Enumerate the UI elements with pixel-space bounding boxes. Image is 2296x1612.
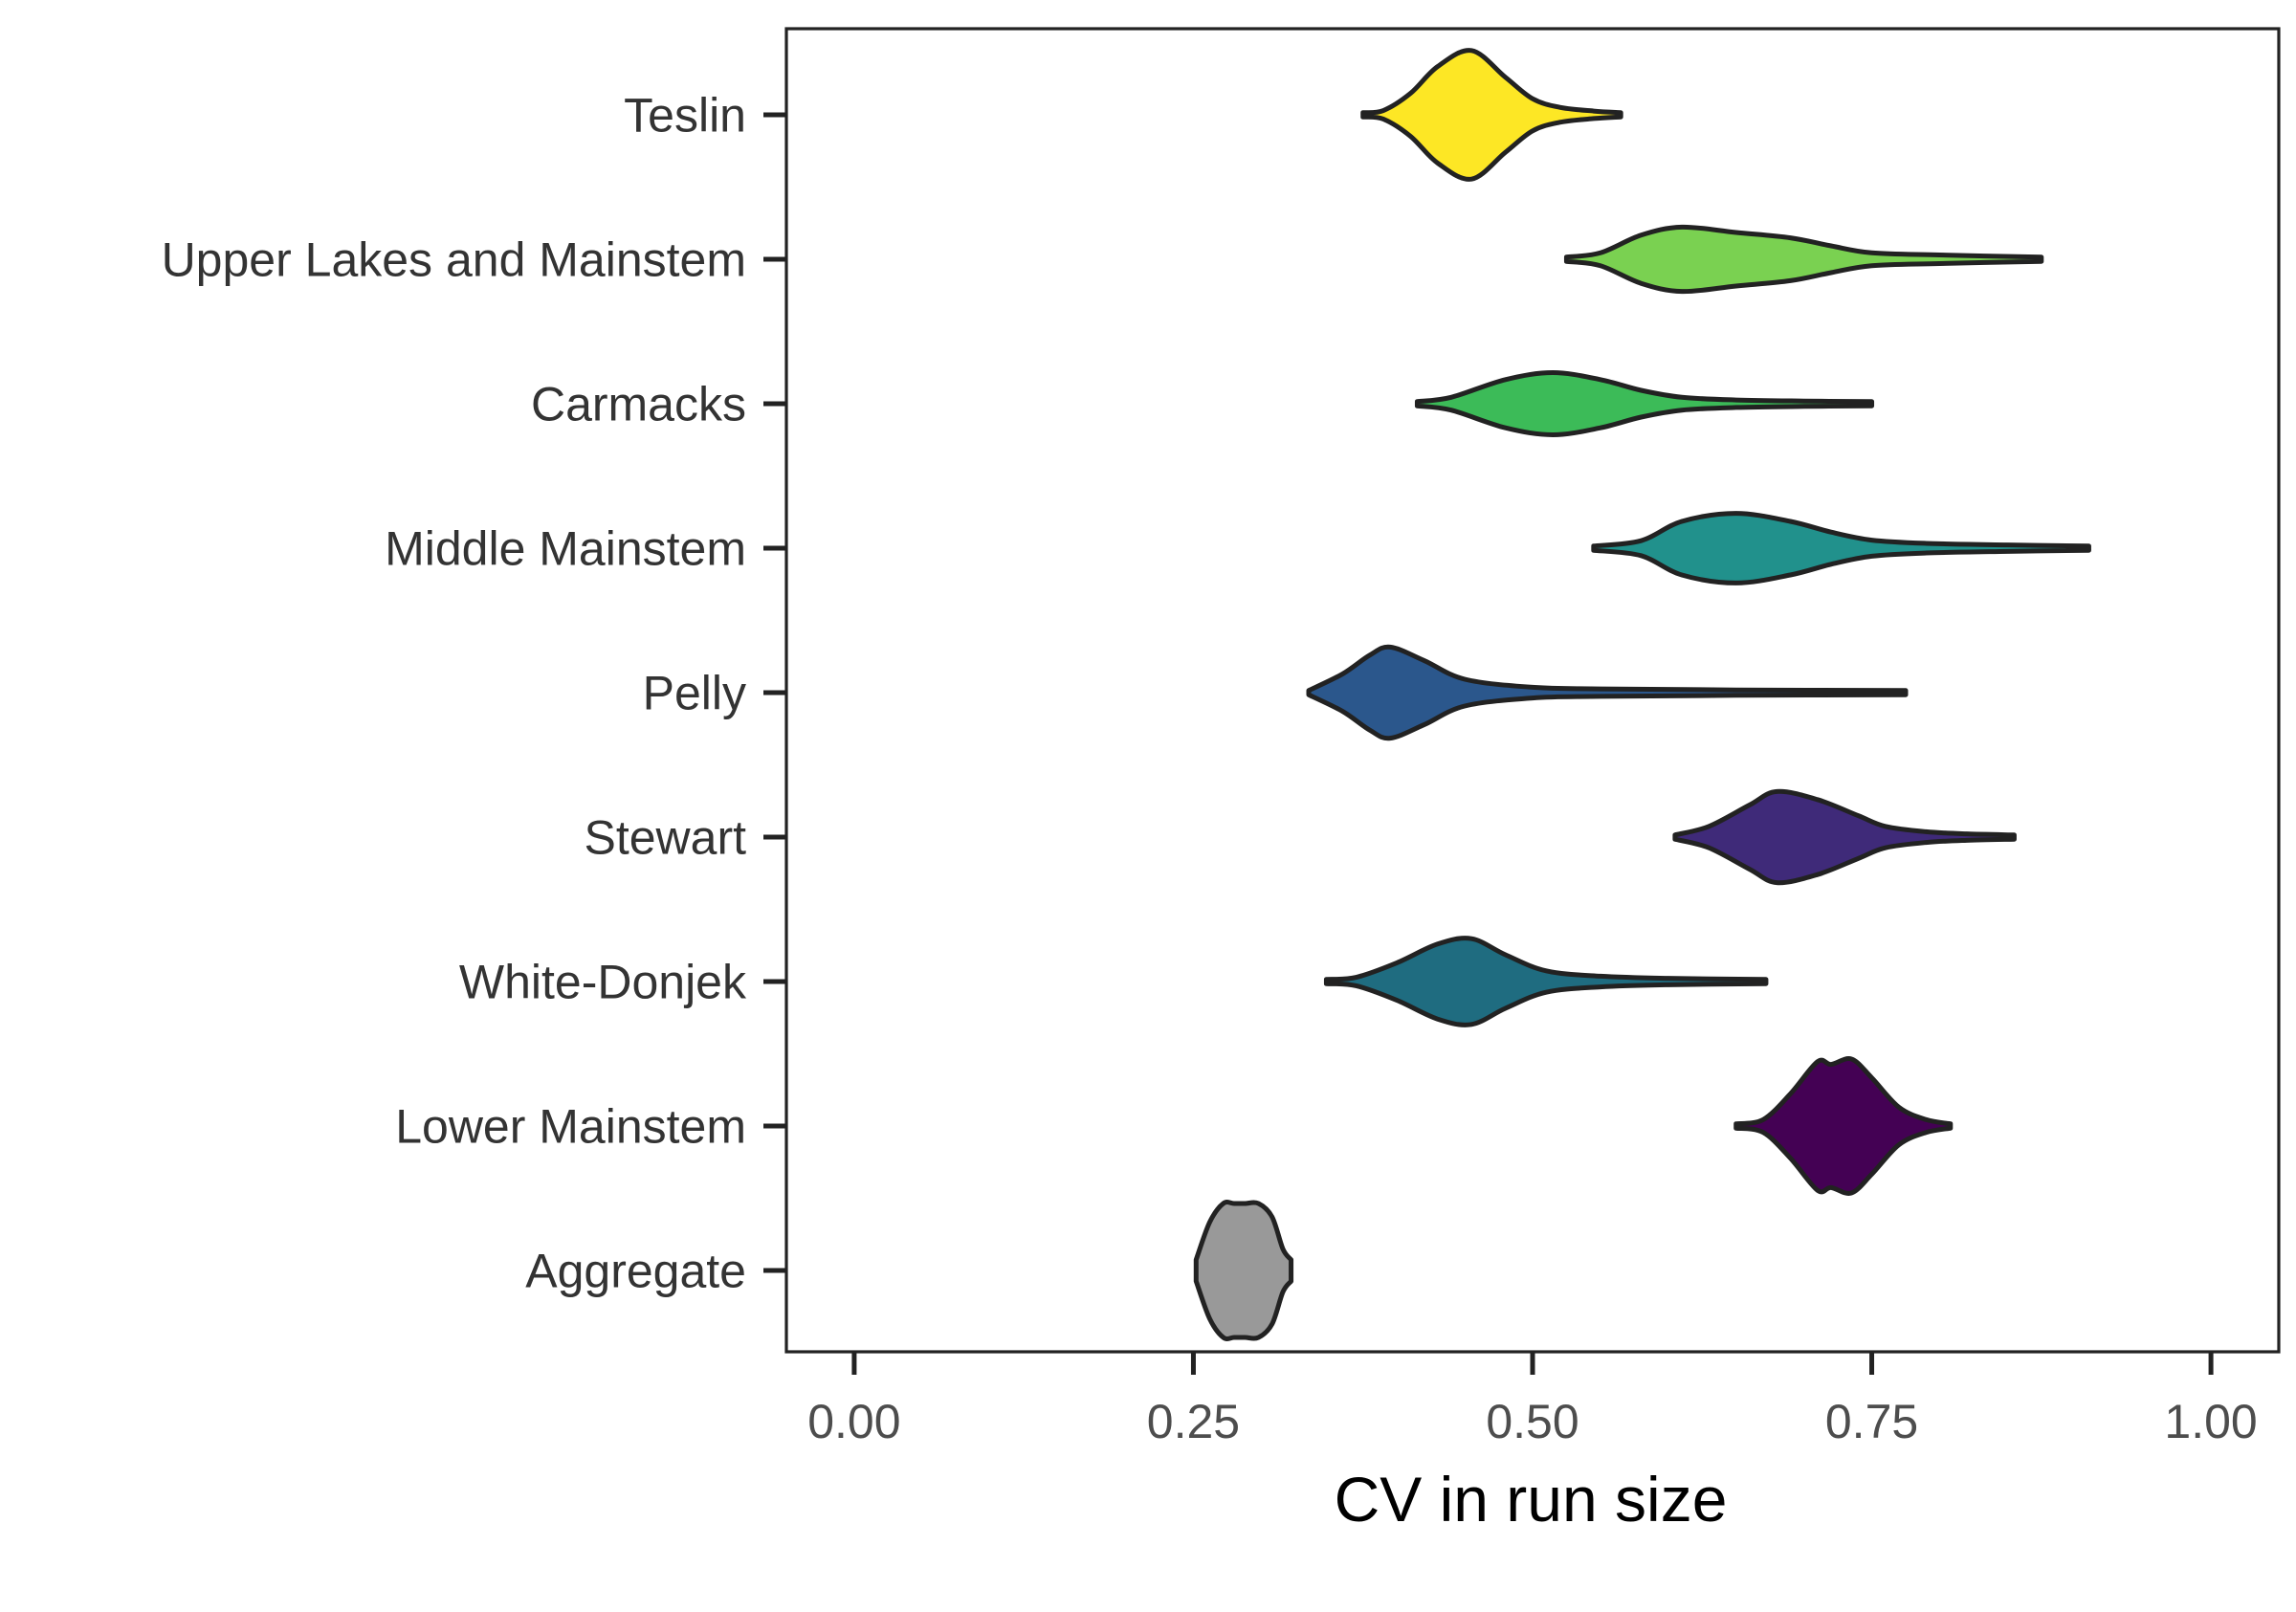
y-axis: Teslin Upper Lakes and Mainstem Carmacks Mi…	[162, 89, 786, 1298]
x-tick-label-1: 0.25	[1147, 1395, 1240, 1448]
violin-teslin	[1360, 48, 1623, 182]
y-tick-label-pelly: Pelly	[643, 667, 746, 720]
x-tick-label-4: 1.00	[2164, 1395, 2257, 1448]
violin-middle-mainstem	[1591, 511, 2091, 585]
y-tick-label-stewart: Stewart	[584, 811, 746, 865]
violin-carmacks	[1414, 370, 1875, 437]
violin-white-donjek	[1323, 936, 1769, 1027]
violins-group	[1193, 48, 2091, 1341]
x-axis: 0.00 0.25 0.50 0.75 1.00	[807, 1352, 2258, 1448]
violin-upper-lakes-and-mainstem	[1563, 224, 2044, 295]
x-tick-label-0: 0.00	[807, 1395, 900, 1448]
y-tick-label-teslin: Teslin	[624, 89, 746, 143]
y-tick-label-upper-lakes-and-mainstem: Upper Lakes and Mainstem	[162, 233, 746, 287]
violin-lower-mainstem	[1733, 1056, 1954, 1196]
y-tick-label-white-donjek: White-Donjek	[459, 956, 747, 1009]
y-tick-label-lower-mainstem: Lower Mainstem	[395, 1100, 746, 1154]
x-axis-title: CV in run size	[1335, 1464, 1728, 1535]
violin-aggregate	[1193, 1200, 1294, 1341]
violin-stewart	[1672, 788, 2017, 886]
x-tick-label-2: 0.50	[1486, 1395, 1578, 1448]
y-tick-label-aggregate: Aggregate	[525, 1245, 746, 1298]
x-tick-label-3: 0.75	[1825, 1395, 1918, 1448]
y-tick-label-carmacks: Carmacks	[531, 378, 746, 431]
y-tick-label-middle-mainstem: Middle Mainstem	[385, 522, 746, 576]
violin-pelly	[1306, 644, 1909, 741]
